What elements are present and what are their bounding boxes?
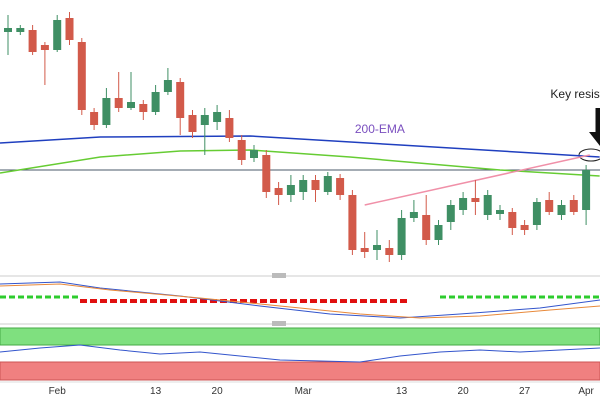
candle-body — [459, 198, 468, 210]
candle-body — [557, 205, 566, 215]
rsi-line — [0, 344, 600, 363]
candle-body — [139, 104, 148, 112]
candle-body — [4, 28, 12, 32]
candle-body — [213, 112, 222, 122]
candle-body — [237, 140, 246, 160]
signal-line — [0, 283, 600, 319]
x-tick-label: 20 — [212, 386, 224, 397]
candle-body — [90, 112, 99, 125]
candle-body — [65, 18, 74, 40]
candle-body — [336, 178, 345, 195]
candle-body — [520, 225, 529, 230]
macd-line — [0, 281, 600, 319]
candle-body — [569, 200, 578, 212]
panel-handle — [272, 273, 286, 278]
candle-body — [385, 248, 394, 255]
candle-body — [422, 215, 431, 240]
ema-200-line — [0, 135, 600, 158]
annotation: 200-EMA — [355, 122, 405, 136]
candle-body — [323, 176, 332, 192]
candle-body — [114, 98, 123, 108]
candle-body — [225, 118, 234, 138]
candle-body — [532, 202, 541, 225]
candle-body — [360, 248, 369, 252]
candle-body — [348, 195, 357, 250]
candle-body — [176, 82, 185, 118]
candle-body — [274, 188, 283, 195]
x-tick-label: Feb — [49, 386, 67, 397]
candle-body — [496, 210, 504, 214]
candle-body — [16, 28, 25, 32]
candle-body — [40, 45, 49, 50]
candle-body — [262, 155, 271, 192]
panel-handle — [272, 321, 286, 326]
x-tick-label: Mar — [295, 386, 313, 397]
candle-body — [483, 195, 492, 215]
candle-body — [102, 98, 111, 125]
candle-body — [286, 185, 295, 195]
candle-body — [28, 30, 37, 52]
candle-body — [582, 170, 591, 210]
x-tick-label: 27 — [519, 386, 531, 397]
annotation: Key resist — [550, 87, 600, 101]
candle-body — [409, 212, 418, 218]
candle-body — [188, 115, 197, 132]
candle-body — [127, 102, 135, 108]
candle-body — [151, 92, 160, 112]
candle-body — [434, 225, 443, 240]
candle-body — [373, 245, 381, 250]
candle-body — [250, 150, 258, 158]
candle-body — [471, 198, 480, 202]
oversold-band — [0, 361, 600, 381]
candle-body — [200, 115, 209, 125]
candle-body — [508, 212, 517, 228]
candle-body — [77, 42, 86, 110]
trend-line — [364, 154, 590, 206]
candle-body — [163, 80, 172, 92]
candle-body — [311, 180, 320, 190]
arrow-head — [589, 132, 600, 146]
candle-body — [397, 218, 406, 255]
x-tick-label: 13 — [150, 386, 162, 397]
candle-body — [299, 180, 308, 192]
overbought-band — [0, 327, 600, 346]
x-tick-label: 13 — [396, 386, 408, 397]
candle-body — [53, 20, 62, 50]
x-tick-label: 20 — [458, 386, 470, 397]
x-tick-label: Apr — [578, 386, 594, 397]
candle-body — [545, 200, 554, 212]
candle-body — [446, 205, 455, 222]
highlight-ellipse — [578, 148, 600, 162]
